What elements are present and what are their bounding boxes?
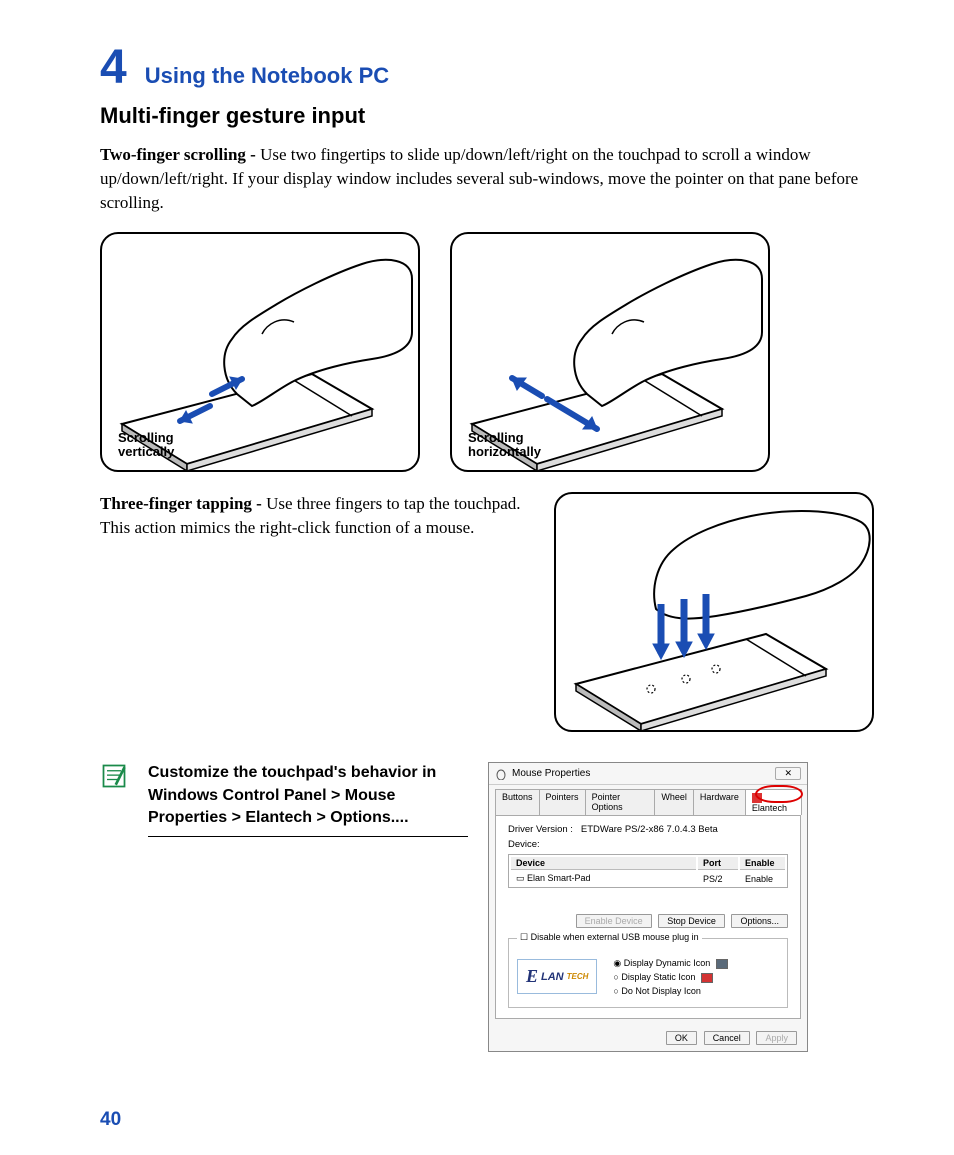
caption-line: horizontally — [468, 444, 541, 459]
caption-line: Scrolling — [468, 430, 524, 445]
two-finger-paragraph: Two-finger scrolling - Use two fingertip… — [100, 143, 874, 214]
th-device: Device — [511, 857, 696, 870]
apply-button[interactable]: Apply — [756, 1031, 797, 1045]
radio-no-icon[interactable]: ○ Do Not Display Icon — [613, 986, 728, 996]
tab-buttons[interactable]: Buttons — [495, 789, 540, 815]
figure-three-finger-tap — [554, 492, 874, 732]
section-title: Multi-finger gesture input — [100, 103, 874, 129]
stop-device-button[interactable]: Stop Device — [658, 914, 725, 928]
two-finger-label: Two-finger scrolling - — [100, 145, 260, 164]
disable-usb-checkbox[interactable]: ☐ Disable when external USB mouse plug i… — [517, 932, 702, 943]
close-button[interactable]: ✕ — [775, 767, 801, 780]
device-buttons-row: Enable Device Stop Device Options... — [508, 914, 788, 928]
options-button[interactable]: Options... — [731, 914, 788, 928]
three-finger-row: Three-finger tapping - Use three fingers… — [100, 492, 874, 732]
tab-pointer-options[interactable]: Pointer Options — [585, 789, 656, 815]
chapter-title: Using the Notebook PC — [145, 63, 389, 89]
three-finger-paragraph: Three-finger tapping - Use three fingers… — [100, 492, 524, 540]
td-device: ▭ Elan Smart-Pad — [511, 872, 696, 885]
note-row: Customize the touchpad's behavior in Win… — [100, 762, 874, 1051]
dialog-body: Driver Version : ETDWare PS/2-x86 7.0.4.… — [495, 816, 801, 1019]
tab-elantech[interactable]: Elantech — [745, 789, 802, 815]
caption-line: Scrolling — [118, 430, 174, 445]
tab-pointers[interactable]: Pointers — [539, 789, 586, 815]
td-port: PS/2 — [698, 872, 738, 885]
driver-value: ETDWare PS/2-x86 7.0.4.3 Beta — [581, 824, 718, 835]
figure-caption-vertical: Scrolling vertically — [118, 431, 174, 461]
tab-hardware[interactable]: Hardware — [693, 789, 746, 815]
elantech-logo: ELANTECH — [517, 959, 597, 994]
tab-wheel[interactable]: Wheel — [654, 789, 694, 815]
logo-area: ELANTECH ◉ Display Dynamic Icon ○ Displa… — [517, 955, 779, 999]
mouse-icon — [495, 768, 507, 780]
mouse-properties-dialog: Mouse Properties ✕ Buttons Pointers Poin… — [488, 762, 808, 1051]
three-finger-label: Three-finger tapping - — [100, 494, 266, 513]
chapter-number: 4 — [100, 40, 127, 95]
table-row[interactable]: ▭ Elan Smart-Pad PS/2 Enable — [511, 872, 785, 885]
figure-scroll-horizontal: Scrolling horizontally — [450, 232, 770, 472]
enable-device-button[interactable]: Enable Device — [576, 914, 652, 928]
dialog-footer: OK Cancel Apply — [489, 1025, 807, 1051]
usb-groupbox: ☐ Disable when external USB mouse plug i… — [508, 938, 788, 1008]
note-text: Customize the touchpad's behavior in Win… — [148, 762, 468, 836]
tab-label: Elantech — [752, 803, 787, 813]
dialog-tabs: Buttons Pointers Pointer Options Wheel H… — [495, 789, 801, 816]
elantech-icon — [752, 793, 762, 803]
th-port: Port — [698, 857, 738, 870]
radio-dynamic-icon[interactable]: ◉ Display Dynamic Icon — [613, 958, 728, 969]
td-enable: Enable — [740, 872, 785, 885]
figure-scroll-vertical: Scrolling vertically — [100, 232, 420, 472]
cancel-button[interactable]: Cancel — [704, 1031, 750, 1045]
dialog-titlebar: Mouse Properties ✕ — [489, 763, 807, 785]
device-table: Device Port Enable ▭ Elan Smart-Pad PS/2… — [508, 854, 788, 888]
page-number: 40 — [100, 1109, 121, 1131]
dialog-title: Mouse Properties — [512, 768, 590, 779]
table-header-row: Device Port Enable — [511, 857, 785, 870]
note-icon — [100, 762, 128, 790]
driver-label: Driver Version : — [508, 824, 573, 835]
ok-button[interactable]: OK — [666, 1031, 697, 1045]
device-label: Device: — [508, 839, 788, 850]
icon-radios: ◉ Display Dynamic Icon ○ Display Static … — [613, 955, 728, 999]
caption-line: vertically — [118, 444, 174, 459]
chapter-header: 4 Using the Notebook PC — [100, 40, 874, 95]
figure-row-scrolling: Scrolling vertically Scrolling horizonta… — [100, 232, 874, 472]
th-enable: Enable — [740, 857, 785, 870]
radio-static-icon[interactable]: ○ Display Static Icon — [613, 972, 728, 983]
driver-row: Driver Version : ETDWare PS/2-x86 7.0.4.… — [508, 824, 788, 835]
figure-caption-horizontal: Scrolling horizontally — [468, 431, 541, 461]
